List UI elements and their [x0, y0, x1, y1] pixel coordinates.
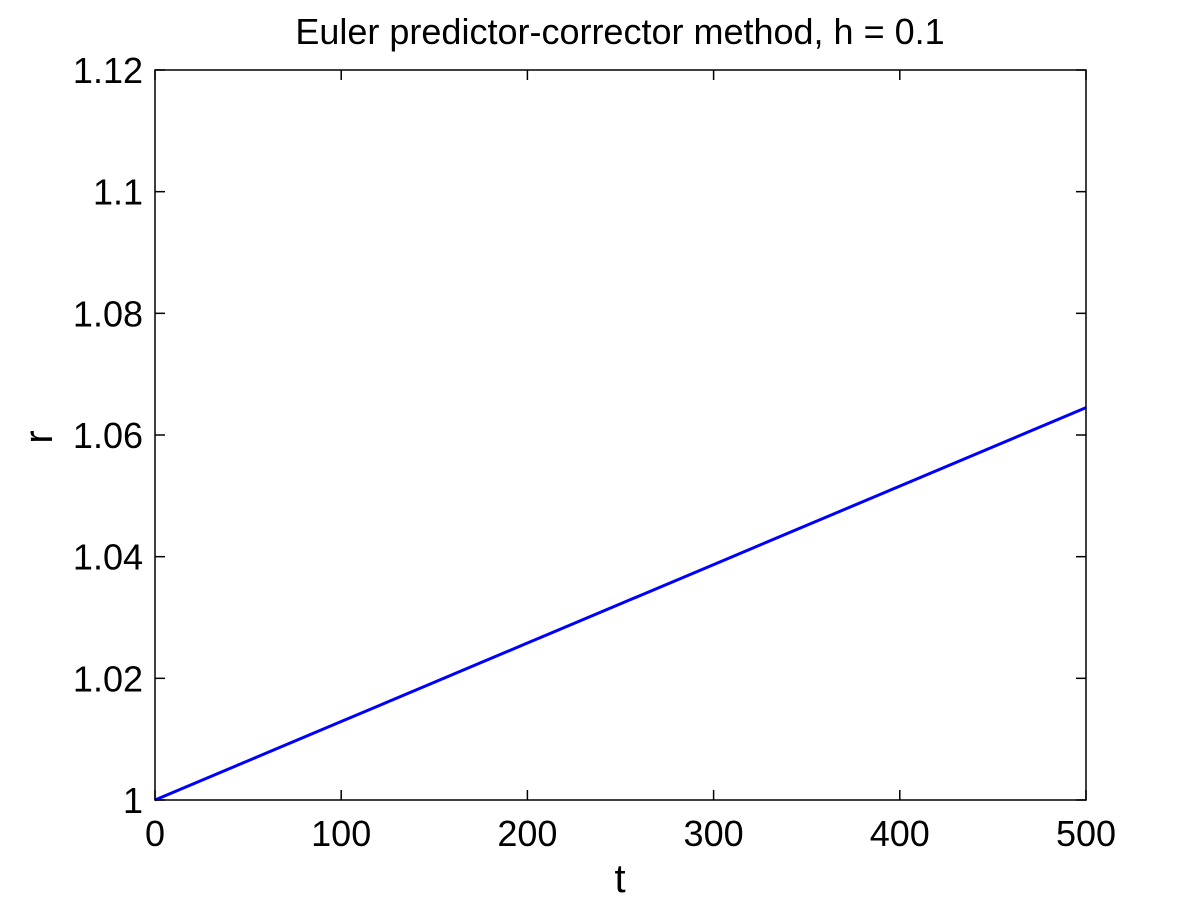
y-tick-label: 1.12 — [73, 50, 143, 91]
y-tick-label: 1.06 — [73, 415, 143, 456]
y-tick-label: 1.02 — [73, 658, 143, 699]
x-tick-label: 500 — [1056, 813, 1116, 854]
series-line-0 — [154, 406, 1087, 802]
tick-label-layer: 0 100 200 300 400 500 1 1.02 1.04 1.06 1.08 1.1 1.12 — [73, 50, 1116, 854]
chart-title: Euler predictor-corrector method, h = 0.… — [295, 11, 944, 52]
tick-layer — [154, 69, 1087, 801]
x-tick-label: 200 — [497, 813, 557, 854]
y-axis-label: r — [17, 430, 61, 443]
x-tick-label: 100 — [311, 813, 371, 854]
plot-area — [155, 70, 1086, 800]
series-layer — [154, 406, 1087, 802]
x-tick-label: 400 — [870, 813, 930, 854]
y-tick-label: 1.08 — [73, 293, 143, 334]
x-tick-label: 0 — [145, 813, 165, 854]
y-tick-label: 1.04 — [73, 537, 143, 578]
y-tick-label: 1.1 — [93, 172, 143, 213]
y-tick-label: 1 — [123, 780, 143, 821]
x-tick-label: 300 — [684, 813, 744, 854]
x-axis-label: t — [614, 857, 625, 900]
